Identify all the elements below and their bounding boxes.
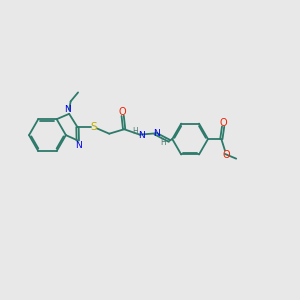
Text: H: H	[160, 137, 166, 146]
Text: S: S	[91, 122, 97, 132]
Text: N: N	[64, 105, 71, 114]
Text: O: O	[222, 149, 230, 160]
Text: O: O	[119, 107, 127, 117]
Text: O: O	[219, 118, 227, 128]
Text: N: N	[76, 141, 82, 150]
Text: N: N	[139, 131, 145, 140]
Text: N: N	[153, 130, 160, 139]
Text: H: H	[132, 127, 138, 136]
